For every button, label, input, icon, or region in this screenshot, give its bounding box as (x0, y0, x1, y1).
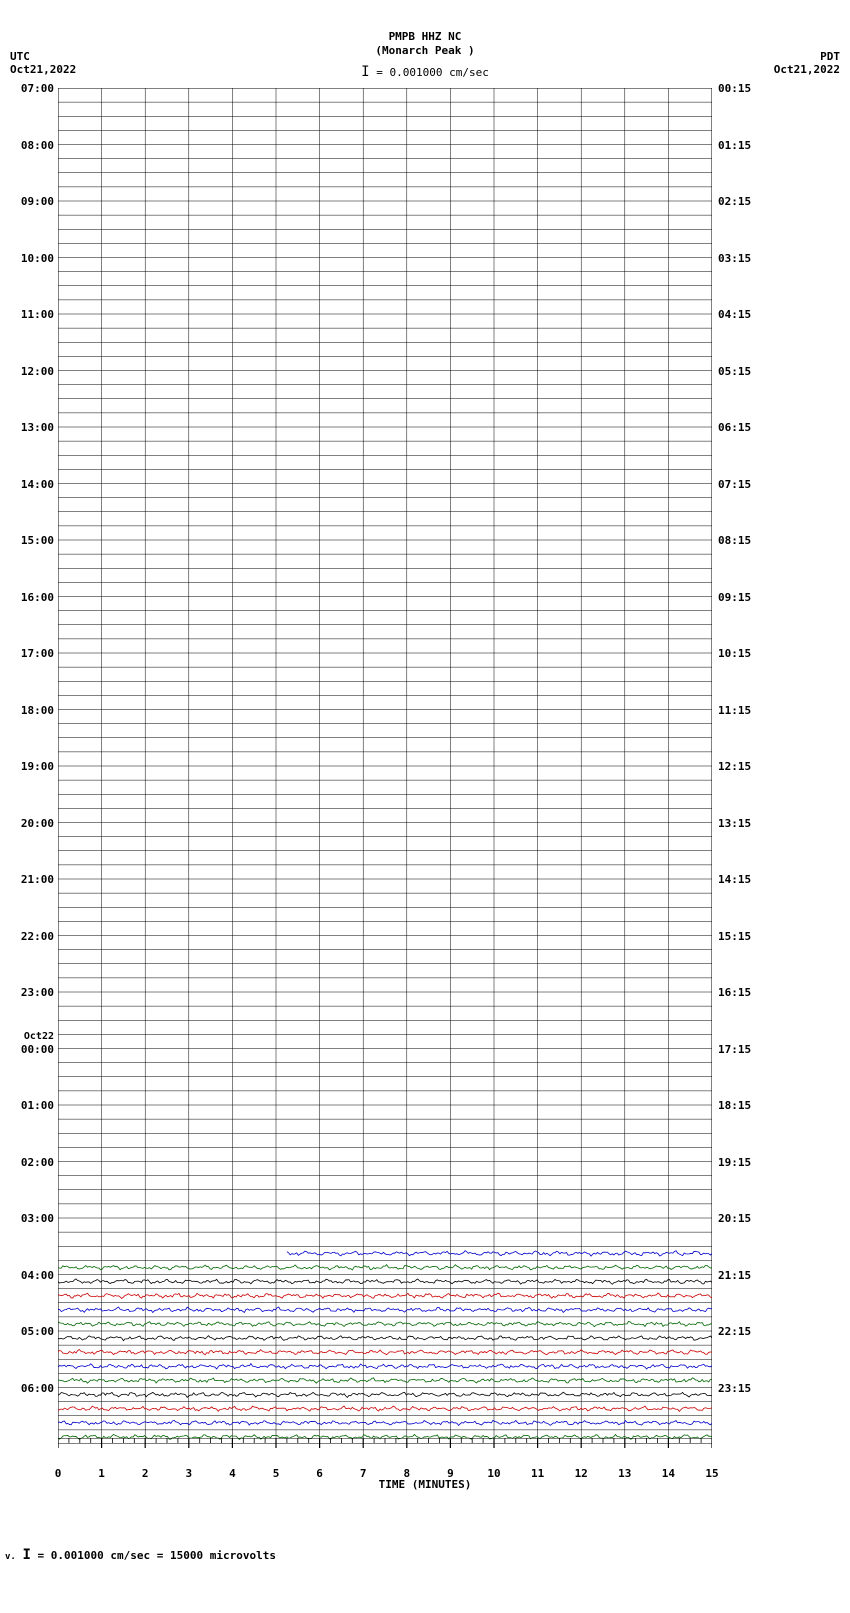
left-time-label: 20:00 (6, 817, 54, 830)
right-time-label: 01:15 (718, 139, 751, 152)
left-time-label: 07:00 (6, 82, 54, 95)
scale-indicator: I = 0.001000 cm/sec (0, 64, 850, 80)
left-time-label: 08:00 (6, 139, 54, 152)
left-time-label: 03:00 (6, 1212, 54, 1225)
left-time-label: 15:00 (6, 534, 54, 547)
right-time-label: 23:15 (718, 1382, 751, 1395)
right-time-label: 02:15 (718, 195, 751, 208)
date-left: Oct21,2022 (10, 63, 76, 76)
seismogram-container: PMPB HHZ NC (Monarch Peak ) I = 0.001000… (0, 0, 850, 1613)
right-time-label: 14:15 (718, 873, 751, 886)
left-time-label: 23:00 (6, 986, 54, 999)
right-time-label: 12:15 (718, 760, 751, 773)
footer-scale: v. I = 0.001000 cm/sec = 15000 microvolt… (5, 1547, 276, 1563)
right-time-label: 10:15 (718, 647, 751, 660)
left-time-label: 02:00 (6, 1156, 54, 1169)
left-time-label: 19:00 (6, 760, 54, 773)
right-time-label: 08:15 (718, 534, 751, 547)
left-time-label: 04:00 (6, 1269, 54, 1282)
right-time-label: 03:15 (718, 252, 751, 265)
left-time-label: 12:00 (6, 365, 54, 378)
station-code: PMPB HHZ NC (0, 30, 850, 43)
left-time-label: 09:00 (6, 195, 54, 208)
left-time-label: 17:00 (6, 647, 54, 660)
right-time-label: 06:15 (718, 421, 751, 434)
right-time-label: 11:15 (718, 704, 751, 717)
left-time-label: 22:00 (6, 930, 54, 943)
right-time-label: 05:15 (718, 365, 751, 378)
right-time-label: 21:15 (718, 1269, 751, 1282)
station-name: (Monarch Peak ) (0, 44, 850, 57)
right-time-label: 00:15 (718, 82, 751, 95)
right-time-label: 13:15 (718, 817, 751, 830)
right-time-label: 04:15 (718, 308, 751, 321)
left-time-label: 01:00 (6, 1099, 54, 1112)
left-time-label: 13:00 (6, 421, 54, 434)
date-right: Oct21,2022 (774, 63, 840, 76)
left-time-label: 05:00 (6, 1325, 54, 1338)
left-time-label: 18:00 (6, 704, 54, 717)
x-axis-label: TIME (MINUTES) (0, 1478, 850, 1491)
right-time-label: 16:15 (718, 986, 751, 999)
plot-area (58, 88, 712, 1444)
left-time-label: 16:00 (6, 591, 54, 604)
right-time-label: 19:15 (718, 1156, 751, 1169)
left-time-label: 21:00 (6, 873, 54, 886)
timezone-left: UTC (10, 50, 30, 63)
x-axis (58, 1438, 712, 1468)
seismogram-plot (58, 88, 712, 1444)
right-time-label: 20:15 (718, 1212, 751, 1225)
timezone-right: PDT (820, 50, 840, 63)
x-axis-ticks (58, 1438, 712, 1468)
left-time-label: 10:00 (6, 252, 54, 265)
left-time-label: 00:00 (6, 1043, 54, 1056)
left-time-label: 11:00 (6, 308, 54, 321)
right-time-label: 18:15 (718, 1099, 751, 1112)
right-time-label: 07:15 (718, 478, 751, 491)
right-time-label: 09:15 (718, 591, 751, 604)
left-date-label: Oct22 (6, 1031, 54, 1042)
left-time-label: 06:00 (6, 1382, 54, 1395)
left-time-label: 14:00 (6, 478, 54, 491)
right-time-label: 17:15 (718, 1043, 751, 1056)
right-time-label: 15:15 (718, 930, 751, 943)
right-time-label: 22:15 (718, 1325, 751, 1338)
